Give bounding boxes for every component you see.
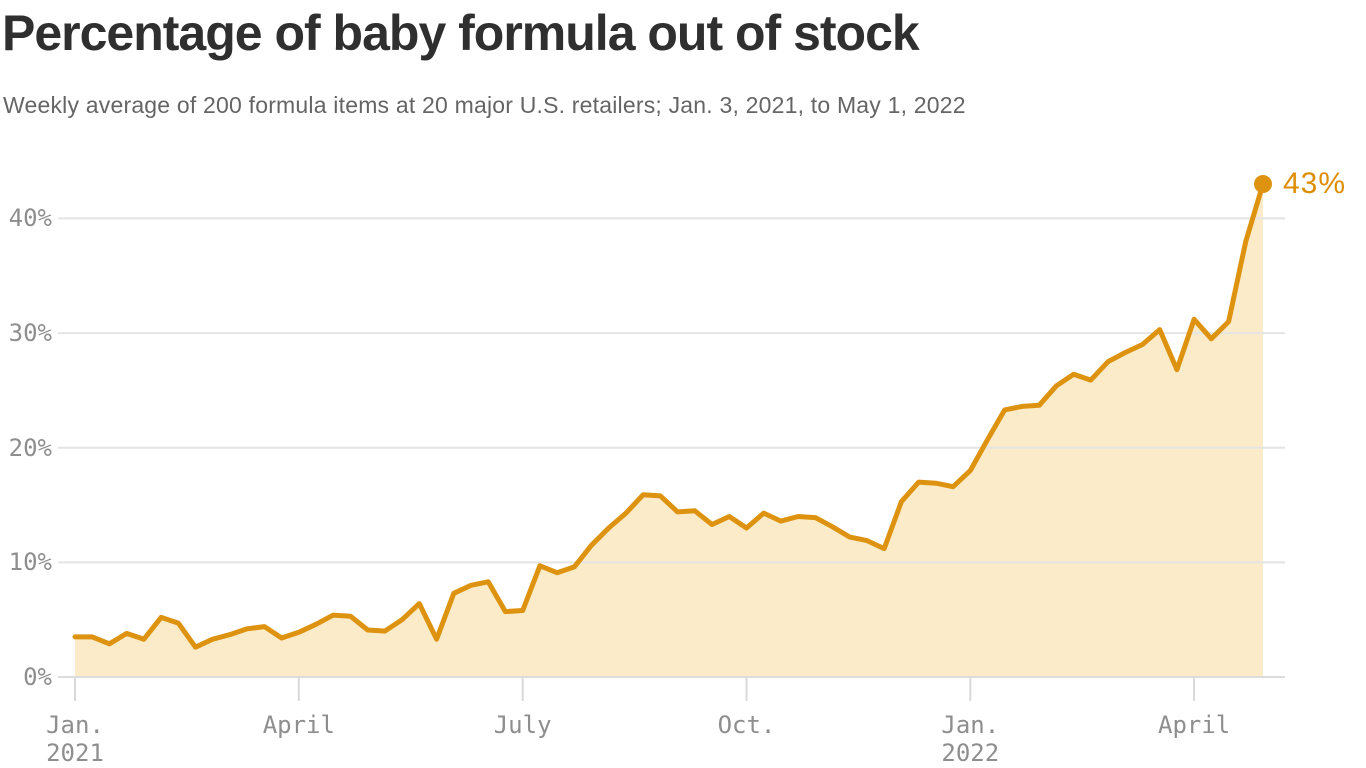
x-tick-year: 2022 bbox=[941, 739, 1000, 767]
x-tick-label: Oct. bbox=[666, 711, 826, 739]
y-tick-label: 0% bbox=[23, 663, 52, 691]
x-tick-month: April bbox=[1158, 711, 1231, 739]
x-tick-month: Jan. bbox=[46, 711, 104, 739]
x-tick-month: July bbox=[493, 711, 552, 739]
x-tick-label: Jan. 2021 bbox=[0, 711, 155, 767]
area-fill bbox=[75, 184, 1263, 677]
x-tick-month: Jan. bbox=[941, 711, 1000, 739]
y-tick-label: 10% bbox=[8, 548, 52, 577]
x-tick-label: April bbox=[1114, 711, 1274, 739]
y-tick-label: 40% bbox=[8, 204, 52, 233]
end-value-label: 43% bbox=[1283, 167, 1347, 200]
x-tick-label: Jan. 2022 bbox=[890, 711, 1050, 767]
x-tick-month: Oct. bbox=[717, 711, 776, 739]
x-tick-month: April bbox=[262, 711, 335, 739]
end-point-dot bbox=[1254, 175, 1272, 194]
data-line bbox=[72, 181, 1266, 650]
x-tick-label: July bbox=[443, 711, 603, 739]
x-tick-label: April bbox=[219, 711, 379, 739]
y-tick-label: 20% bbox=[8, 433, 52, 462]
chart-subtitle: Weekly average of 200 formula items at 2… bbox=[3, 92, 966, 118]
chart-title: Percentage of baby formula out of stock bbox=[2, 5, 920, 61]
x-tick-year: 2021 bbox=[46, 739, 104, 767]
y-tick-label: 30% bbox=[8, 319, 52, 348]
